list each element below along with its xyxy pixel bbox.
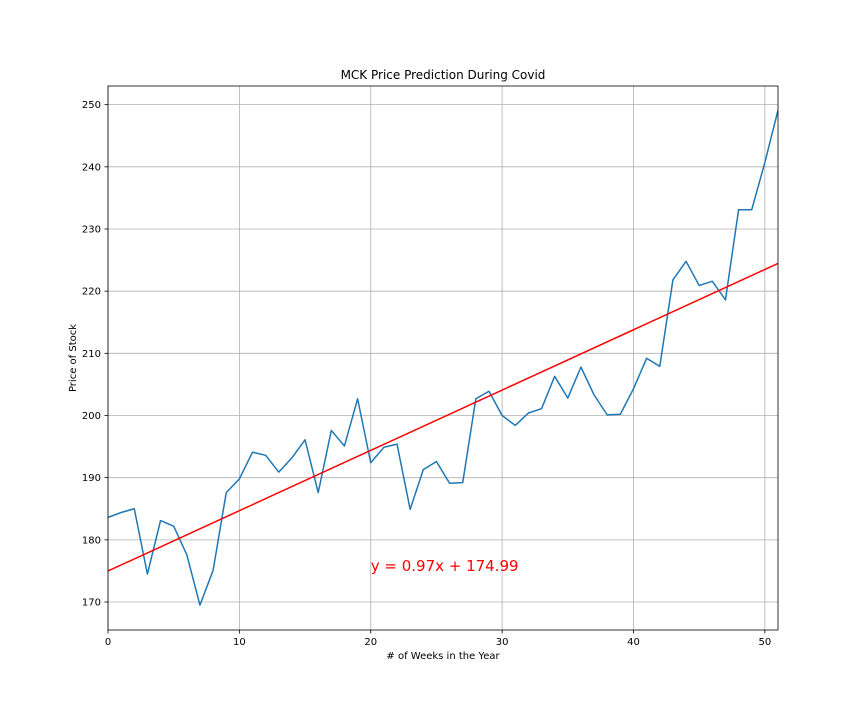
y-tick-label: 180 [82, 535, 101, 546]
y-tick-label: 200 [82, 411, 101, 422]
x-axis-label: # of Weeks in the Year [386, 651, 500, 662]
y-axis-label: Price of Stock [68, 324, 79, 392]
y-tick-label: 190 [82, 473, 101, 484]
y-tick-label: 240 [82, 162, 101, 173]
grid [107, 86, 778, 630]
ticks: 0 10 20 30 40 50 170 180 190 200 210 220 230 240 250 [82, 100, 771, 648]
x-tick-label: 50 [758, 637, 771, 648]
x-tick-label: 40 [627, 637, 640, 648]
chart-title: MCK Price Prediction During Covid [341, 68, 546, 82]
x-tick-label: 0 [105, 637, 111, 648]
y-tick-label: 230 [82, 224, 101, 235]
regression-equation-label: y = 0.97x + 174.99 [371, 557, 519, 575]
y-tick-label: 210 [82, 349, 101, 360]
y-tick-label: 250 [82, 100, 101, 111]
y-tick-label: 220 [82, 287, 101, 298]
plot-area [108, 110, 778, 606]
x-tick-label: 10 [233, 637, 246, 648]
y-tick-label: 170 [82, 598, 101, 609]
price-line [108, 110, 778, 606]
regression-line [108, 262, 778, 572]
axes-frame [107, 85, 779, 631]
x-tick-label: 30 [496, 637, 509, 648]
x-tick-label: 20 [364, 637, 377, 648]
